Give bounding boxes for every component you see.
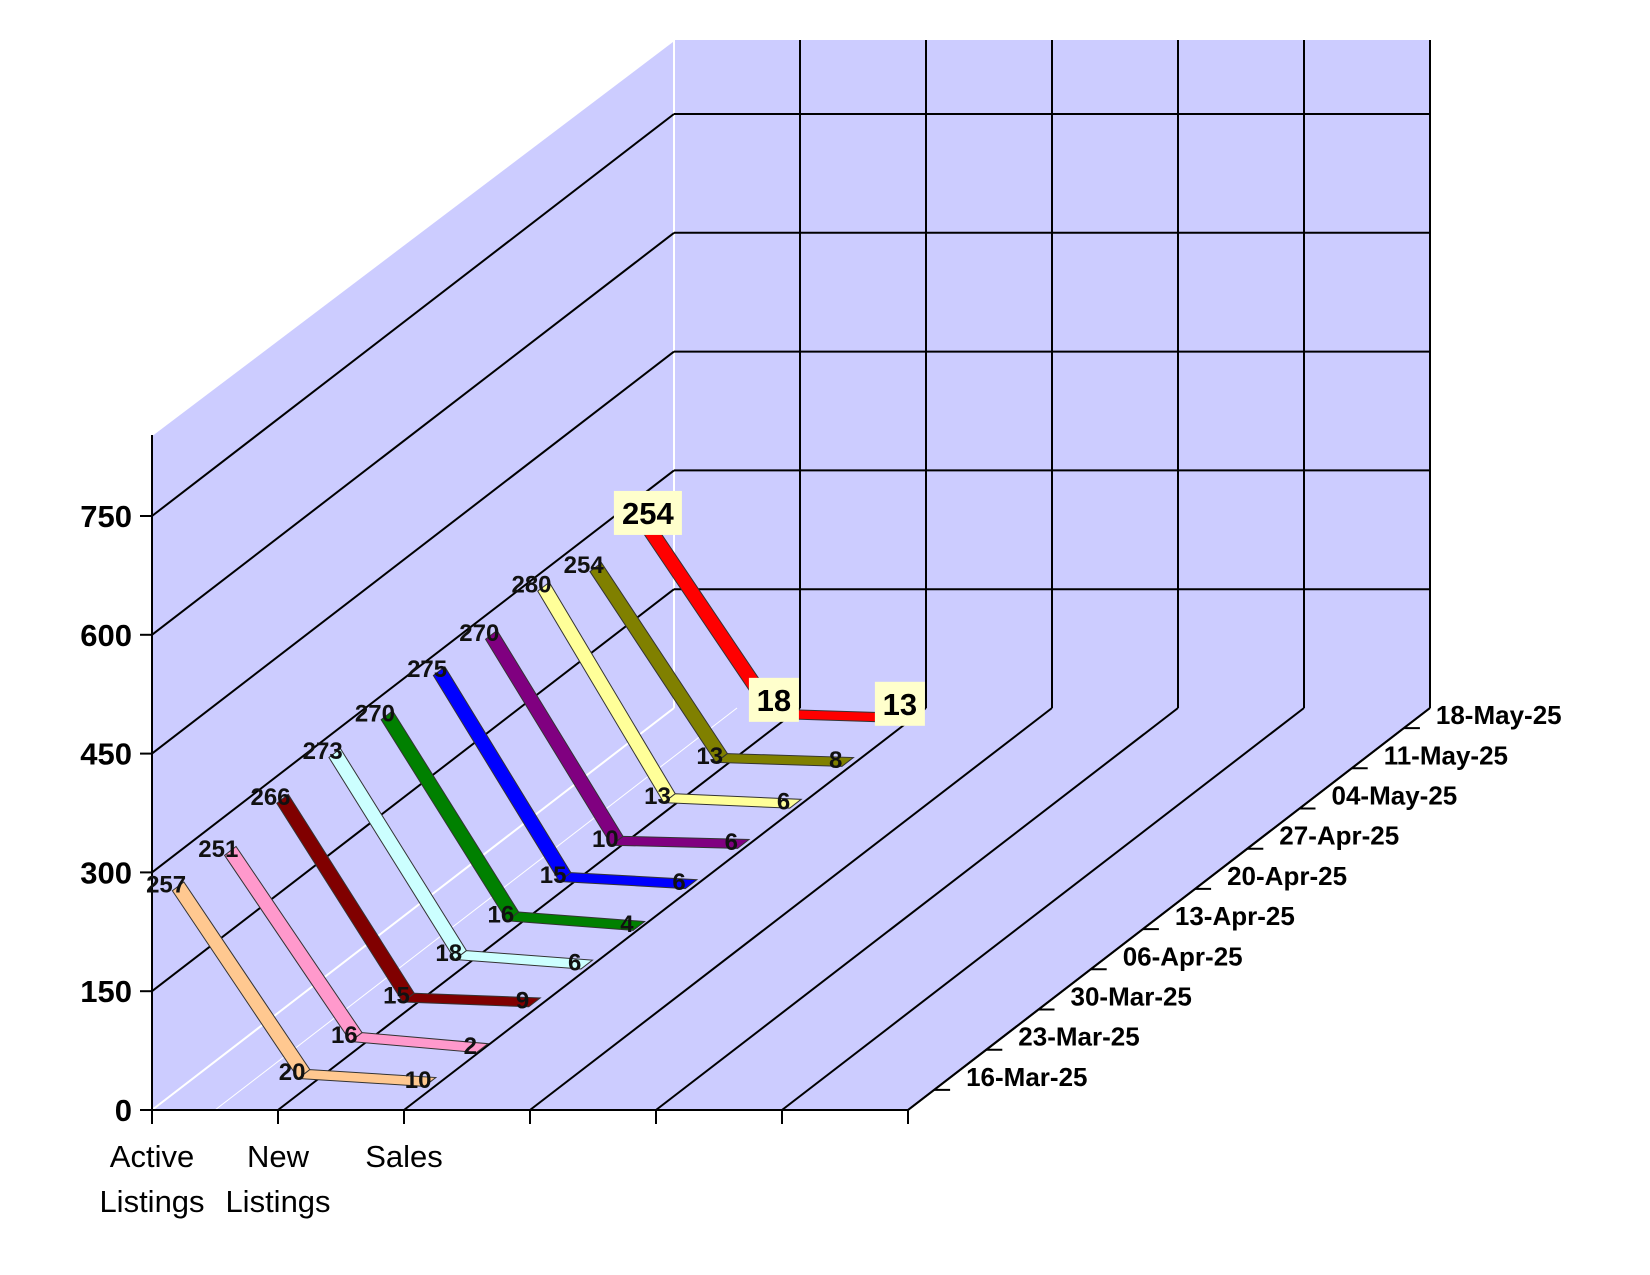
ribbon-segment xyxy=(610,835,751,849)
y-tick-label: 300 xyxy=(80,855,132,890)
data-label: 10 xyxy=(405,1067,432,1094)
data-label: 6 xyxy=(725,829,738,856)
category-label: Active xyxy=(110,1139,194,1174)
date-label: 13-Apr-25 xyxy=(1175,901,1295,931)
floor-gridline xyxy=(655,707,1179,1111)
data-label: 15 xyxy=(383,983,410,1010)
data-label: 13 xyxy=(883,687,917,722)
date-label: 06-Apr-25 xyxy=(1123,941,1243,971)
floor-edge xyxy=(151,707,675,1111)
date-label: 27-Apr-25 xyxy=(1279,821,1399,851)
series-ribbon xyxy=(484,629,751,849)
date-label: 30-Mar-25 xyxy=(1071,982,1192,1012)
date-label: 16-Mar-25 xyxy=(966,1062,1087,1092)
side-wall xyxy=(152,40,674,1110)
data-label: 270 xyxy=(459,620,499,647)
ribbon-segment xyxy=(349,1032,490,1054)
data-label: 266 xyxy=(250,784,290,811)
data-label: 4 xyxy=(620,911,634,938)
ribbon-segment xyxy=(453,950,594,970)
category-label: Listings xyxy=(99,1184,204,1219)
date-label: 18-May-25 xyxy=(1436,700,1562,730)
data-label: 254 xyxy=(622,496,674,531)
y-tick-label: 150 xyxy=(80,974,132,1009)
y-tick-label: 450 xyxy=(80,737,132,772)
y-tick-label: 750 xyxy=(80,499,132,534)
data-label: 16 xyxy=(331,1022,358,1049)
data-label: 18 xyxy=(435,940,462,967)
data-label: 6 xyxy=(568,950,581,977)
side-wall-gridline xyxy=(151,232,675,636)
y-tick-label: 600 xyxy=(80,618,132,653)
data-label: 6 xyxy=(672,869,685,896)
depth-axis-line xyxy=(907,707,1431,1111)
series-ribbon xyxy=(380,710,646,931)
data-label: 9 xyxy=(516,987,529,1014)
data-label: 273 xyxy=(303,738,343,765)
series-ribbon xyxy=(432,665,699,890)
floor-gridline xyxy=(781,707,1305,1111)
series-ribbon xyxy=(276,793,542,1008)
labels-layer: 254 18 13 254 13 8 280 13 6 270 10 6 275 15 6 270 16 4 273… xyxy=(146,490,925,1094)
date-label: 04-May-25 xyxy=(1332,781,1458,811)
side-wall-gridline xyxy=(151,469,675,874)
ribbon-segment xyxy=(296,1069,438,1087)
side-wall-gridline xyxy=(151,113,675,517)
category-label: Listings xyxy=(225,1184,330,1219)
series-ribbon xyxy=(328,747,594,970)
category-label: New xyxy=(247,1139,310,1174)
data-label: 20 xyxy=(279,1059,306,1086)
category-label: Sales xyxy=(365,1139,443,1174)
data-label-box xyxy=(748,677,799,722)
ribbon-segment xyxy=(505,911,646,931)
data-label: 18 xyxy=(757,683,791,718)
series-ribbon xyxy=(223,845,490,1054)
data-label: 257 xyxy=(146,871,186,898)
y-tick-label: 0 xyxy=(115,1093,132,1128)
data-label: 13 xyxy=(696,743,723,770)
data-label: 16 xyxy=(488,901,515,928)
ribbon-segment xyxy=(662,793,803,809)
chart-axes: 0 150 300 450 600 750 Active Listings New Listing… xyxy=(80,435,1562,1219)
date-label: 11-May-25 xyxy=(1384,740,1508,770)
data-label: 2 xyxy=(464,1033,477,1060)
chart-grid xyxy=(151,40,1431,1111)
wall-edge xyxy=(151,39,675,436)
series-layer xyxy=(171,521,908,1087)
data-label: 6 xyxy=(777,789,790,816)
data-label: 270 xyxy=(355,700,395,727)
data-label: 13 xyxy=(644,783,671,810)
series-ribbon xyxy=(171,881,438,1087)
data-label: 251 xyxy=(198,836,238,863)
series-ribbon xyxy=(537,581,803,809)
data-label: 8 xyxy=(829,747,842,774)
data-label-box xyxy=(874,681,925,726)
data-label: 15 xyxy=(540,862,567,889)
data-label: 280 xyxy=(511,572,551,599)
date-label: 20-Apr-25 xyxy=(1227,861,1347,891)
data-label-box xyxy=(613,490,682,535)
data-label: 10 xyxy=(592,826,619,853)
data-label: 254 xyxy=(564,552,605,579)
ribbon-segment xyxy=(714,753,855,767)
side-wall-gridline xyxy=(151,350,675,755)
floor-gridline xyxy=(403,707,927,1111)
data-label: 275 xyxy=(407,656,447,683)
series-ribbon xyxy=(589,561,855,767)
date-label: 23-Mar-25 xyxy=(1018,1022,1139,1052)
ribbon-segment xyxy=(401,992,542,1008)
floor-gridline xyxy=(529,707,1053,1111)
ribbon-segment xyxy=(557,872,699,890)
